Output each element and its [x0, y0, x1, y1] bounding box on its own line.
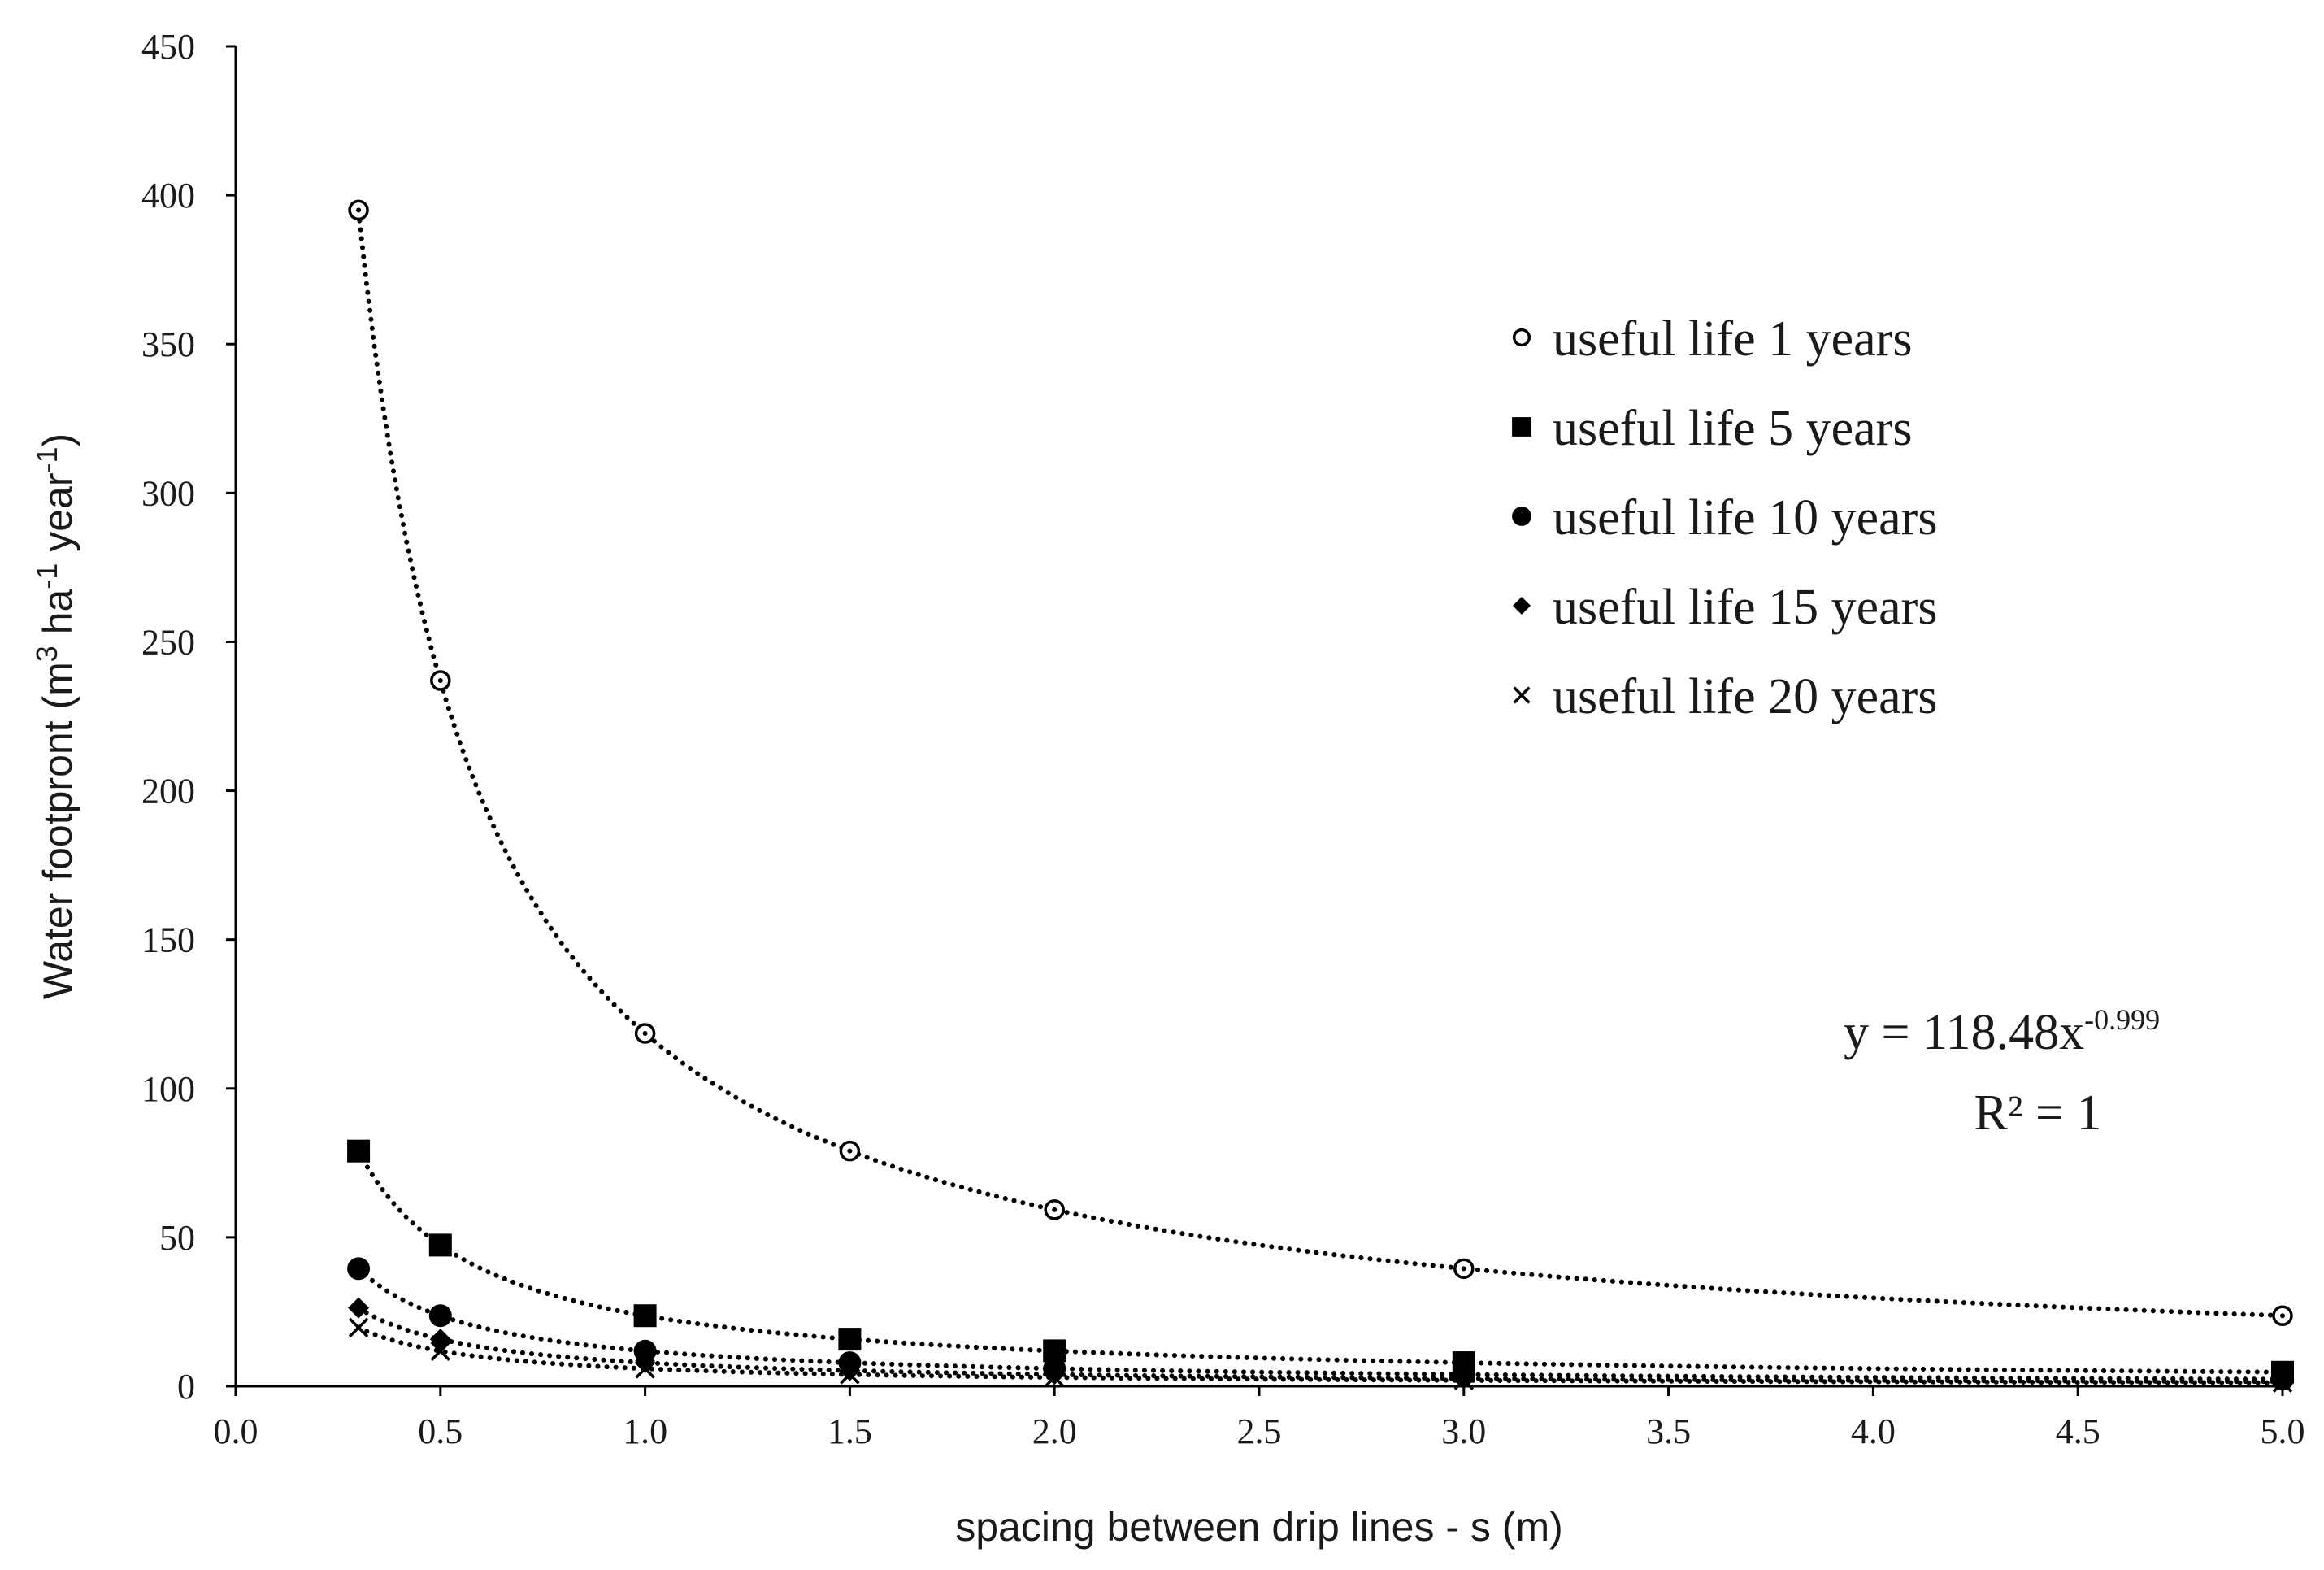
data-point-series-4 [348, 1297, 370, 1319]
r-squared-text: R² = 1 [1974, 1085, 2102, 1141]
y-tick-label: 150 [141, 920, 195, 960]
data-points [347, 199, 2294, 1393]
y-axis-title-part: year [35, 472, 80, 563]
legend-label-1: useful life 1 years [1553, 311, 1912, 367]
data-point-series-2 [347, 1139, 371, 1163]
data-point-series-2 [838, 1328, 862, 1351]
data-point-series-1 [839, 1140, 861, 1162]
data-point-series-4 [429, 1329, 451, 1350]
legend-marker-5 [1513, 686, 1531, 704]
y-axis-title-part: ha [35, 589, 80, 646]
legend-marker-1 [1512, 328, 1531, 347]
y-tick-label: 250 [141, 622, 195, 662]
legend-label-5: useful life 20 years [1553, 669, 1937, 724]
data-point-series-1 [2272, 1305, 2293, 1326]
y-tick-label: 100 [141, 1069, 195, 1109]
x-axis-title: spacing between drip lines - s (m) [955, 1504, 1563, 1550]
data-point-series-1 [1044, 1199, 1065, 1220]
y-tick-label: 350 [141, 324, 195, 364]
y-axis-title-part: ) [35, 433, 80, 447]
trendline-series-1 [356, 209, 2285, 1319]
trendline-series-5 [356, 1324, 2285, 1385]
data-point-series-4 [839, 1359, 861, 1381]
x-tick-label: 5.0 [2261, 1411, 2305, 1451]
trendline-series-2 [356, 1149, 2285, 1375]
data-point-series-2 [428, 1233, 452, 1257]
y-tick-label: 450 [141, 27, 195, 67]
equation-text: y = 118.48x-0.999 [1844, 1003, 2160, 1060]
y-axis-title: Water footpront (m3 ha-1 year-1) [30, 433, 80, 999]
equation-main: y = 118.48x [1844, 1005, 2084, 1060]
data-point-series-4 [634, 1352, 656, 1374]
data-point-series-5 [840, 1364, 860, 1385]
x-tick-label: 2.5 [1237, 1411, 1282, 1451]
x-tick-label: 2.0 [1032, 1411, 1077, 1451]
data-point-series-5 [430, 1341, 451, 1362]
x-tick-label: 3.5 [1646, 1411, 1691, 1451]
y-tick-labels: 0 50 100 150 200 250 300 350 400 450 [141, 27, 236, 1407]
legend: useful life 1 years useful life 5 years us… [1512, 311, 1937, 724]
data-point-series-5 [2272, 1372, 2293, 1393]
data-point-series-1 [634, 1023, 656, 1044]
y-axis-title-sup: -1 [30, 446, 63, 472]
trendline-equation: y = 118.48x-0.999 R² = 1 [1844, 1003, 2160, 1141]
legend-marker-2 [1512, 417, 1531, 437]
x-tick-label: 4.0 [1851, 1411, 1896, 1451]
axes [234, 46, 2283, 1388]
legend-label-4: useful life 15 years [1553, 580, 1937, 635]
y-tick-label: 300 [141, 473, 195, 513]
legend-marker-3 [1512, 507, 1531, 526]
y-axis-title-sup: -1 [30, 563, 63, 589]
data-point-series-3 [347, 1257, 371, 1281]
y-tick-label: 200 [141, 772, 195, 811]
y-axis-title-part: Water footpront (m [35, 662, 80, 999]
x-tick-label: 3.0 [1441, 1411, 1486, 1451]
data-point-series-5 [635, 1359, 655, 1379]
data-point-series-3 [633, 1339, 657, 1363]
data-point-series-1 [348, 199, 369, 221]
x-tick-label: 0.0 [214, 1411, 258, 1451]
y-axis-title-sup: 3 [30, 646, 63, 662]
data-point-series-4 [1044, 1363, 1066, 1385]
x-tick-label: 0.5 [418, 1411, 463, 1451]
x-tick-label: 1.0 [623, 1411, 667, 1451]
y-tick-label: 400 [141, 176, 195, 215]
x-tick-label: 4.5 [2056, 1411, 2100, 1451]
trendlines [356, 209, 2285, 1385]
data-point-series-1 [430, 670, 451, 691]
data-point-series-5 [1453, 1370, 1475, 1390]
data-point-series-5 [1044, 1367, 1065, 1388]
y-tick-label: 0 [177, 1367, 195, 1407]
data-point-series-1 [1453, 1258, 1475, 1280]
equation-exponent: -0.999 [2084, 1003, 2160, 1036]
data-point-series-3 [428, 1304, 452, 1328]
data-point-series-5 [348, 1317, 369, 1338]
x-tick-labels: 0.0 0.5 1.0 1.5 2.0 2.5 3.0 3.5 4.0 4.5 5.0 [214, 1386, 2305, 1451]
legend-marker-4 [1512, 596, 1531, 615]
y-tick-label: 50 [159, 1218, 195, 1258]
x-tick-label: 1.5 [828, 1411, 872, 1451]
data-point-series-2 [633, 1304, 657, 1328]
legend-label-3: useful life 10 years [1553, 490, 1937, 546]
legend-label-2: useful life 5 years [1553, 401, 1912, 456]
